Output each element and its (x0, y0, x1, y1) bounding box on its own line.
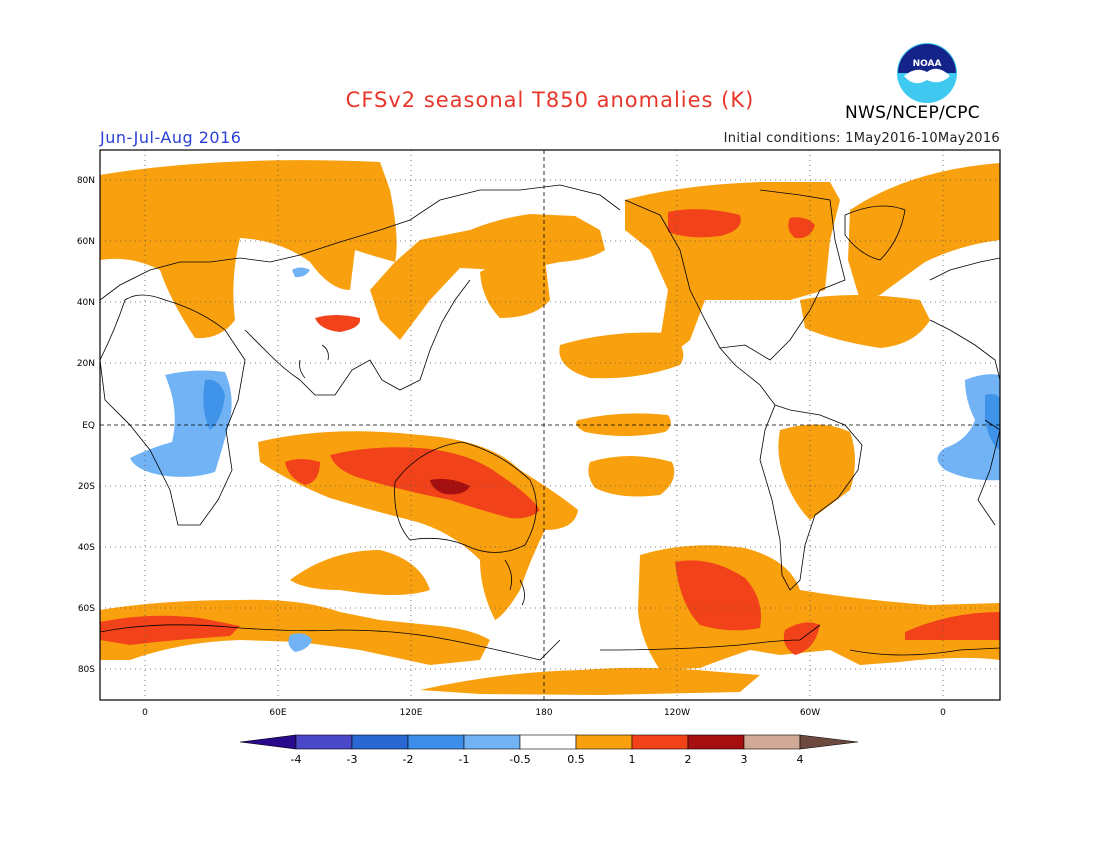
equator-dateline (100, 150, 1000, 700)
season-label: Jun-Jul-Aug 2016 (100, 128, 242, 147)
lat-label-20n: 20N (77, 359, 95, 369)
latitude-labels: 80N 60N 40N 20N EQ 20S 40S 60S 80S (77, 176, 95, 675)
noaa-logo-icon: NOAA (897, 43, 957, 103)
colorbar-segment (575, 734, 633, 750)
anomaly-fields (100, 160, 1000, 695)
lat-label-60n: 60N (77, 237, 95, 247)
colorbar-label: -2 (403, 753, 414, 766)
lon-label-0-east: 0 (940, 708, 946, 718)
colorbar-label: -4 (291, 753, 302, 766)
logo-text: NOAA (913, 59, 942, 69)
colorbar-label: -0.5 (509, 753, 530, 766)
lat-label-60s: 60S (78, 604, 95, 614)
chart-title: CFSv2 seasonal T850 anomalies (K) (345, 88, 755, 112)
lat-label-80n: 80N (77, 176, 95, 186)
lon-label-60e: 60E (269, 708, 286, 718)
colorbar-arrow-low (239, 734, 297, 750)
colorbar-label: 0.5 (567, 753, 585, 766)
lat-label-20s: 20S (78, 482, 95, 492)
colorbar-segment (743, 734, 801, 750)
colorbar-segment (295, 734, 353, 750)
colorbar-label: 2 (685, 753, 692, 766)
colorbar-label: -3 (347, 753, 358, 766)
colorbar-label: 3 (741, 753, 748, 766)
lon-label-120e: 120E (400, 708, 423, 718)
lon-label-0-west: 0 (142, 708, 148, 718)
colorbar-arrow-high (799, 734, 859, 750)
lat-label-40s: 40S (78, 543, 95, 553)
lon-label-120w: 120W (664, 708, 690, 718)
lat-label-40n: 40N (77, 298, 95, 308)
warm-anomaly-2-3-region (430, 478, 470, 495)
colorbar-segment (407, 734, 465, 750)
longitude-labels: 0 60E 120E 180 120W 60W 0 (142, 708, 946, 718)
colorbar-segment (351, 734, 409, 750)
lon-label-180: 180 (535, 708, 552, 718)
agency-label: NWS/NCEP/CPC (845, 103, 980, 123)
colorbar: -4 -3 -2 -1 -0.5 0.5 1 2 3 4 (239, 734, 859, 766)
lat-label-80s: 80S (78, 665, 95, 675)
colorbar-label: 1 (629, 753, 636, 766)
cool-anomaly-1-2-regions (203, 379, 1000, 450)
colorbar-label: -1 (459, 753, 470, 766)
lat-label-eq: EQ (82, 421, 95, 431)
colorbar-segment (463, 734, 521, 750)
colorbar-segment (687, 734, 745, 750)
colorbar-label: 4 (797, 753, 804, 766)
colorbar-segment (519, 734, 577, 750)
coastlines (100, 184, 1000, 661)
initial-conditions-label: Initial conditions: 1May2016-10May2016 (723, 131, 1000, 146)
lon-label-60w: 60W (800, 708, 820, 718)
colorbar-segment (631, 734, 689, 750)
map-frame (99, 149, 1001, 701)
